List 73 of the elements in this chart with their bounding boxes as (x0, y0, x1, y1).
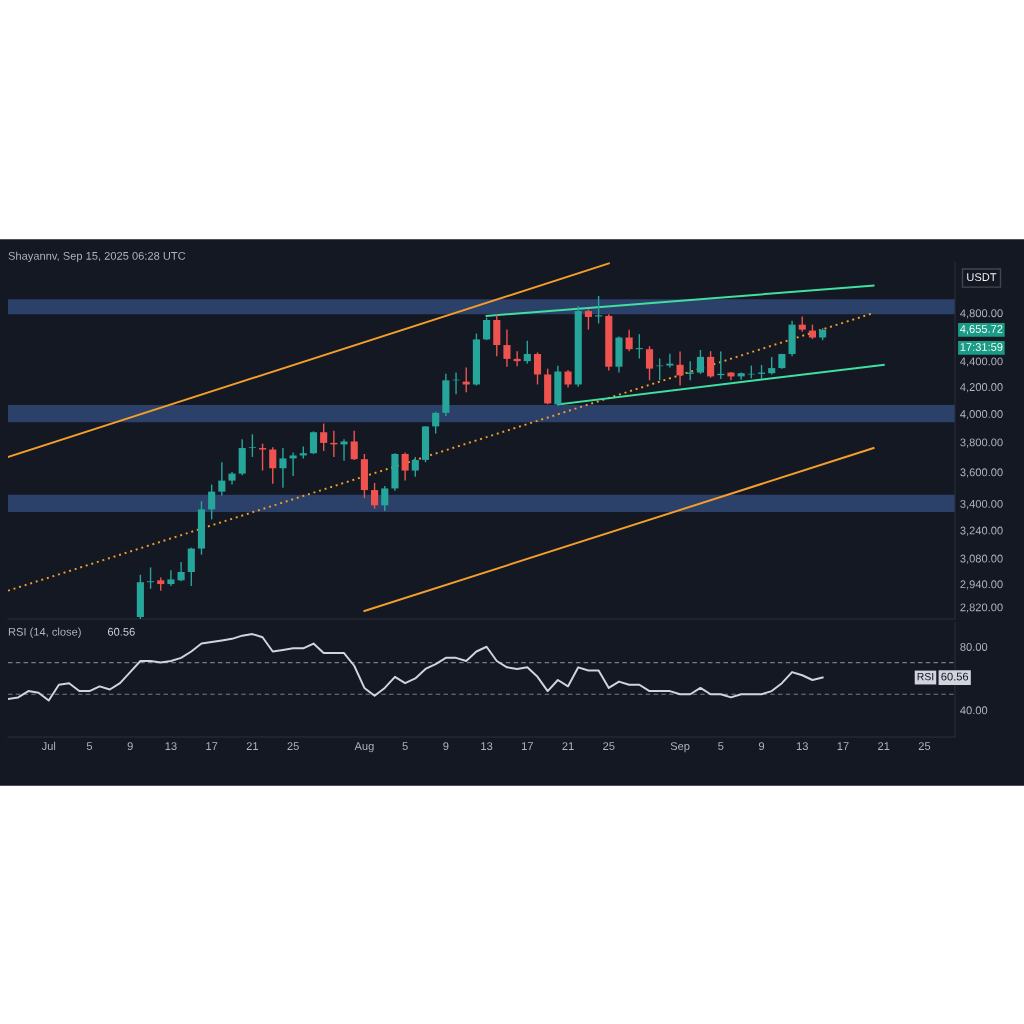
x-tick-label: 13 (796, 742, 808, 751)
candlestick (411, 456, 419, 478)
candlestick (167, 569, 175, 587)
x-tick-label: 25 (287, 742, 299, 751)
x-tick-label: 13 (481, 742, 493, 751)
y-tick-label: 3,400.00 (960, 499, 1003, 510)
candlestick (218, 461, 226, 497)
candlestick (666, 352, 674, 369)
x-tick-label: 21 (878, 742, 890, 750)
chart-title: RSI (14, close) (8, 627, 81, 638)
candlestick (707, 350, 715, 379)
annotation: RSI (917, 672, 934, 681)
candlestick (696, 349, 704, 375)
candlestick (381, 485, 389, 512)
candlestick (401, 451, 409, 482)
x-tick-label: 9 (443, 742, 449, 751)
y-tick-label: 4,400.00 (960, 357, 1003, 367)
candlestick (584, 308, 592, 331)
candlestick (340, 438, 348, 462)
x-tick-label: Sep (670, 742, 690, 753)
x-tick-label: 5 (718, 742, 724, 751)
x-tick-label: 9 (127, 742, 133, 751)
x-tick-label: 21 (562, 742, 574, 750)
x-tick-label: 5 (86, 742, 93, 751)
y-tick-label: 80.00 (960, 643, 988, 651)
candlestick (248, 433, 256, 458)
chart-title: Shayannv, Sep 15, 2025 06:28 UTC (8, 251, 186, 262)
candlestick (503, 328, 511, 368)
candlestick (289, 451, 297, 477)
x-tick-label: 9 (758, 742, 765, 751)
x-tick-label: 21 (246, 742, 259, 750)
candlestick (320, 422, 328, 452)
x-tick-label: 17 (206, 742, 218, 750)
x-tick-label: Jul (41, 741, 56, 751)
candlestick (645, 345, 654, 382)
y-tick-label: 2,940.00 (960, 580, 1003, 590)
candlestick (259, 442, 267, 472)
annotation: 60.56 (108, 627, 135, 636)
y-tick-label: 40.00 (960, 706, 988, 715)
y-tick-label: 4,800.00 (960, 309, 1003, 319)
x-tick-label: 5 (402, 742, 408, 751)
x-tick-label: Aug (354, 742, 374, 753)
candlestick (350, 429, 358, 461)
candlestick (523, 340, 531, 365)
candlestick (309, 430, 318, 455)
candlestick (187, 546, 195, 587)
x-tick-label: 13 (165, 742, 177, 751)
candlestick (279, 447, 287, 489)
y-tick-label: 3,600.00 (960, 468, 1003, 478)
text: 17:31:59 (960, 343, 1003, 351)
y-tick-label: 2,820.00 (960, 603, 1003, 613)
y-tick-label: 4,200.00 (960, 383, 1003, 393)
text: 4,655.72 (959, 325, 1003, 335)
x-tick-label: 25 (918, 742, 931, 751)
candlestick (147, 566, 155, 590)
y-tick-label: 3,080.00 (960, 554, 1003, 564)
y-tick-label: 3,240.00 (960, 526, 1003, 536)
candlestick (371, 482, 379, 510)
candlestick (676, 350, 684, 387)
x-tick-label: 25 (603, 742, 615, 751)
candlestick (177, 561, 185, 582)
annotation: 60.56 (941, 672, 969, 681)
text: USDT (967, 273, 997, 282)
x-tick-label: 17 (837, 742, 849, 750)
candlestick (625, 328, 633, 352)
candlestick (269, 446, 277, 485)
y-tick-label: 3,800.00 (960, 438, 1003, 448)
x-tick-label: 17 (521, 742, 533, 750)
y-tick-label: 4,000.00 (960, 410, 1003, 420)
candlestick (483, 316, 491, 341)
candlestick (432, 411, 440, 435)
candlestick (533, 351, 542, 386)
candlestick (208, 483, 216, 521)
